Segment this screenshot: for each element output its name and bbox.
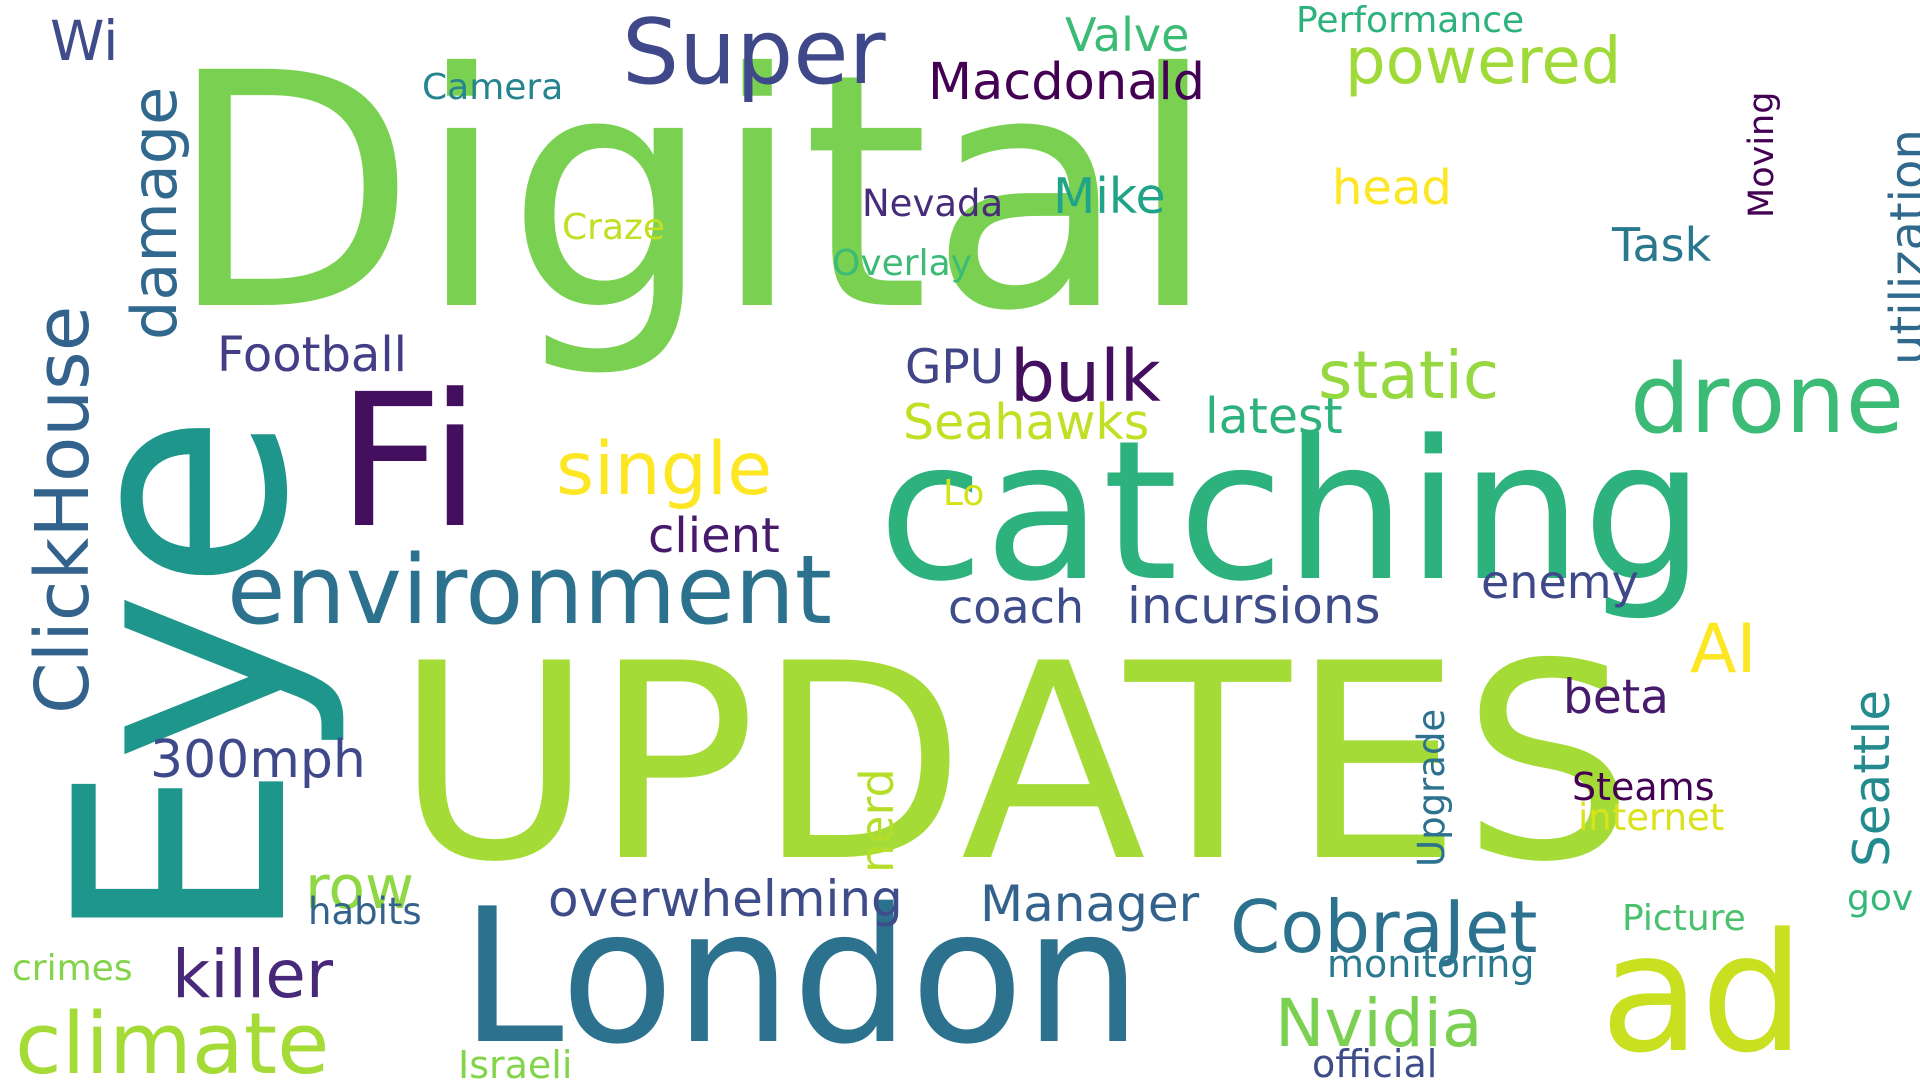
word-coach: coach [948, 580, 1084, 634]
word-static: static [1318, 337, 1499, 414]
word-head: head [1332, 160, 1452, 216]
word-habits: habits [308, 890, 422, 933]
word-bulk: bulk [1010, 335, 1161, 418]
word-upgrade: Upgrade [1410, 709, 1453, 867]
word-seattle: Seattle [1843, 690, 1901, 867]
word-clickhouse: ClickHouse [20, 306, 106, 714]
word-performance: Performance [1296, 0, 1524, 41]
word-crimes: crimes [12, 948, 133, 989]
word-300mph: 300mph [150, 730, 366, 790]
word-powered: powered [1345, 25, 1621, 99]
word-camera: Camera [422, 67, 563, 108]
word-ad: ad [1600, 898, 1805, 1080]
word-utilization: utilization [1880, 129, 1920, 365]
word-ai: AI [1690, 610, 1757, 689]
word-cobrajet: CobraJet [1230, 885, 1538, 969]
word-fi: Fi [337, 355, 481, 569]
word-super: Super [622, 0, 886, 105]
word-environment: environment [227, 536, 832, 646]
word-lo: Lo [943, 473, 984, 514]
word-gpu: GPU [905, 340, 1004, 395]
word-damage: damage [118, 87, 191, 340]
word-eye: Eye [15, 413, 352, 946]
word-updates: UPDATES [395, 605, 1634, 921]
word-incursions: incursions [1127, 577, 1381, 635]
word-single: single [556, 427, 772, 512]
word-israeli: Israeli [458, 1043, 572, 1080]
word-internet: internet [1578, 796, 1724, 839]
word-wi: Wi [50, 9, 118, 73]
word-picture: Picture [1622, 898, 1746, 939]
word-nevada: Nevada [862, 182, 1003, 225]
word-digital: Digital [167, 5, 1218, 382]
word-moving: Moving [1742, 92, 1782, 218]
word-manager: Manager [980, 875, 1200, 933]
word-gov: gov [1847, 878, 1913, 919]
word-craze: Craze [562, 207, 665, 248]
word-football: Football [217, 327, 407, 383]
word-nerd: nerd [850, 768, 904, 873]
word-mike: Mike [1053, 168, 1166, 225]
word-client: client [648, 508, 780, 564]
word-killer: killer [172, 936, 334, 1013]
word-enemy: enemy [1481, 555, 1639, 609]
word-beta: beta [1563, 670, 1669, 725]
word-overwhelming: overwhelming [548, 870, 903, 928]
word-seahawks: Seahawks [903, 394, 1149, 451]
word-nvidia: Nvidia [1275, 985, 1482, 1062]
word-drone: drone [1630, 345, 1904, 455]
word-catching: catching [878, 399, 1705, 624]
word-steams: Steams [1572, 765, 1715, 809]
word-london: London [460, 868, 1142, 1080]
word-macdonald: Macdonald [928, 53, 1205, 112]
word-overlay: Overlay [832, 243, 972, 284]
word-climate: climate [15, 995, 329, 1080]
word-task: Task [1611, 218, 1712, 272]
word-official: official [1312, 1042, 1437, 1080]
word-row: row [305, 853, 414, 923]
word-valve: Valve [1065, 8, 1189, 62]
word-latest: latest [1205, 388, 1343, 445]
word-monitoring: monitoring [1327, 942, 1534, 986]
